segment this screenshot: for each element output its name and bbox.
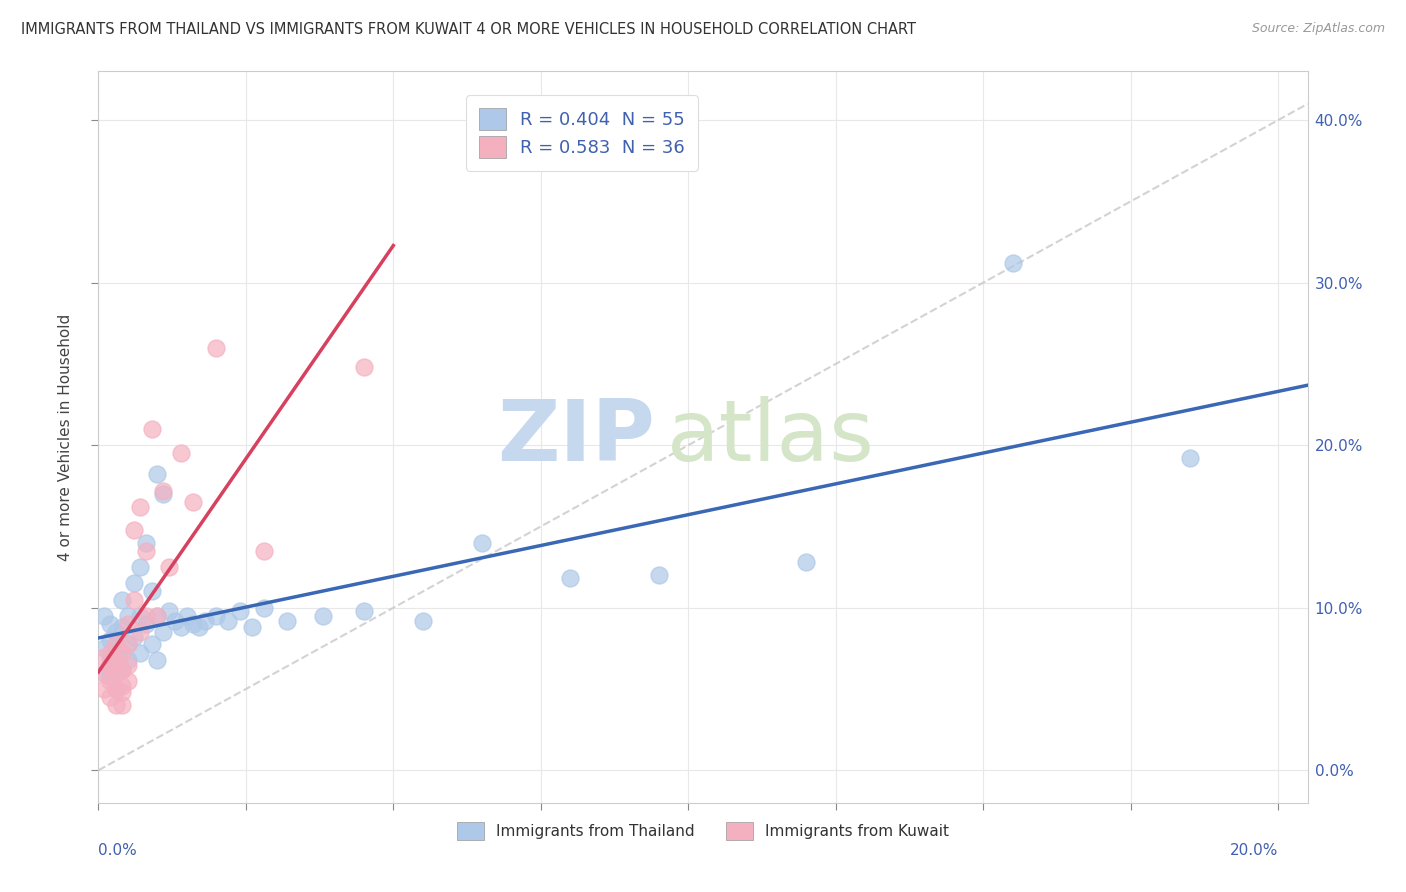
Point	[276, 614, 298, 628]
Point	[229, 604, 252, 618]
Point	[353, 360, 375, 375]
Point	[181, 495, 204, 509]
Point	[128, 625, 150, 640]
Point	[93, 681, 115, 696]
Point	[117, 636, 139, 650]
Point	[111, 685, 134, 699]
Point	[205, 341, 228, 355]
Point	[128, 560, 150, 574]
Point	[560, 572, 582, 586]
Point	[152, 487, 174, 501]
Point	[122, 576, 145, 591]
Point	[111, 679, 134, 693]
Point	[93, 665, 115, 680]
Point	[111, 646, 134, 660]
Point	[98, 646, 121, 660]
Point	[141, 636, 163, 650]
Point	[98, 649, 121, 664]
Point	[93, 665, 115, 680]
Point	[98, 617, 121, 632]
Point	[152, 483, 174, 498]
Legend: Immigrants from Thailand, Immigrants from Kuwait: Immigrants from Thailand, Immigrants fro…	[450, 815, 956, 847]
Point	[181, 617, 204, 632]
Point	[194, 614, 217, 628]
Point	[141, 584, 163, 599]
Point	[128, 500, 150, 514]
Text: ZIP: ZIP	[496, 395, 655, 479]
Point	[111, 663, 134, 677]
Point	[170, 620, 193, 634]
Point	[471, 535, 494, 549]
Point	[412, 614, 434, 628]
Point	[105, 665, 128, 680]
Point	[98, 669, 121, 683]
Point	[93, 641, 115, 656]
Point	[146, 653, 169, 667]
Point	[146, 608, 169, 623]
Point	[135, 544, 157, 558]
Point	[98, 657, 121, 672]
Point	[105, 653, 128, 667]
Point	[122, 592, 145, 607]
Y-axis label: 4 or more Vehicles in Household: 4 or more Vehicles in Household	[58, 313, 73, 561]
Point	[141, 422, 163, 436]
Point	[105, 681, 128, 696]
Point	[1178, 451, 1201, 466]
Point	[205, 608, 228, 623]
Point	[135, 617, 157, 632]
Point	[105, 681, 128, 696]
Text: 20.0%: 20.0%	[1230, 844, 1278, 858]
Point	[98, 633, 121, 648]
Point	[111, 663, 134, 677]
Text: 0.0%: 0.0%	[98, 844, 138, 858]
Text: Source: ZipAtlas.com: Source: ZipAtlas.com	[1251, 22, 1385, 36]
Point	[98, 657, 121, 672]
Point	[105, 625, 128, 640]
Point	[165, 614, 187, 628]
Point	[187, 620, 209, 634]
Point	[105, 636, 128, 650]
Point	[146, 467, 169, 482]
Point	[122, 523, 145, 537]
Point	[170, 446, 193, 460]
Point	[1001, 256, 1024, 270]
Point	[794, 555, 817, 569]
Point	[311, 608, 333, 623]
Point	[146, 608, 169, 623]
Point	[117, 608, 139, 623]
Point	[128, 608, 150, 623]
Point	[135, 535, 157, 549]
Point	[122, 630, 145, 644]
Point	[157, 560, 180, 574]
Point	[105, 641, 128, 656]
Point	[176, 608, 198, 623]
Point	[117, 657, 139, 672]
Point	[252, 600, 274, 615]
Point	[111, 698, 134, 713]
Point	[648, 568, 671, 582]
Point	[117, 636, 139, 650]
Point	[128, 646, 150, 660]
Point	[117, 617, 139, 632]
Point	[135, 608, 157, 623]
Point	[217, 614, 239, 628]
Point	[111, 620, 134, 634]
Text: IMMIGRANTS FROM THAILAND VS IMMIGRANTS FROM KUWAIT 4 OR MORE VEHICLES IN HOUSEHO: IMMIGRANTS FROM THAILAND VS IMMIGRANTS F…	[21, 22, 917, 37]
Point	[111, 646, 134, 660]
Point	[117, 673, 139, 688]
Point	[98, 690, 121, 705]
Text: atlas: atlas	[666, 395, 875, 479]
Point	[252, 544, 274, 558]
Point	[353, 604, 375, 618]
Point	[152, 625, 174, 640]
Point	[117, 653, 139, 667]
Point	[98, 673, 121, 688]
Point	[111, 592, 134, 607]
Point	[93, 608, 115, 623]
Point	[105, 665, 128, 680]
Point	[93, 649, 115, 664]
Point	[157, 604, 180, 618]
Point	[105, 698, 128, 713]
Point	[240, 620, 263, 634]
